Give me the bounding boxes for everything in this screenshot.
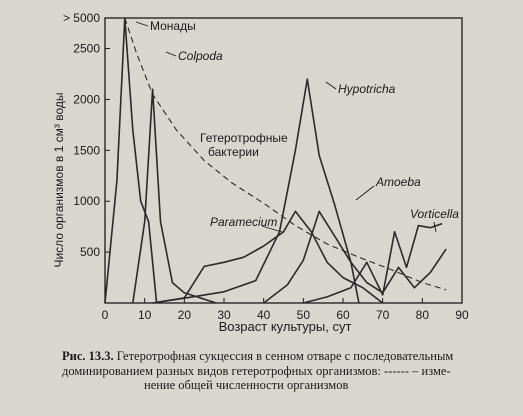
y-tick-label: 2500 <box>73 42 100 56</box>
series-line-colpoda <box>132 88 217 304</box>
x-tick-label: 0 <box>102 308 109 322</box>
series-line-монады <box>104 17 158 304</box>
series-line-paramecium <box>152 210 384 304</box>
x-tick-label: 60 <box>336 308 350 322</box>
caption-line-2: доминированием разных видов гетеротрофны… <box>62 363 451 378</box>
y-tick-label: 1000 <box>73 194 100 208</box>
x-axis-label: Возраст культуры, сут <box>219 319 352 334</box>
plot-frame <box>104 17 463 304</box>
annotation-label: Paramecium <box>210 215 277 229</box>
annotation-label: Гетеротрофные <box>200 131 288 145</box>
y-tick-label: 1500 <box>73 143 100 157</box>
x-tick-label: 30 <box>217 308 231 322</box>
annotation-leader <box>325 81 337 90</box>
annotation-label: Монады <box>150 19 196 33</box>
annotation-label: Colpoda <box>178 49 223 63</box>
series-line-amoeba <box>263 210 447 304</box>
x-tick-label: 40 <box>257 308 271 322</box>
x-tick-label: 90 <box>455 308 469 322</box>
series-lines <box>104 17 447 304</box>
y-tick-label: 2000 <box>73 92 100 106</box>
y-axis-label: Число организмов в 1 см³ воды <box>52 92 66 267</box>
caption-text-1: Гетеротрофная сукцессия в сенном отваре … <box>116 349 454 363</box>
series-line-hypotricha <box>152 78 360 304</box>
caption-line-1: Рис. 13.3. Гетеротрофная сукцессия в сен… <box>62 349 512 364</box>
y-tick-label: 500 <box>80 245 100 259</box>
caption-label: Рис. 13.3. <box>62 349 114 363</box>
x-tick-label: 80 <box>416 308 430 322</box>
x-tick-label: 10 <box>138 308 152 322</box>
annotation-leader <box>355 185 375 201</box>
x-tick-label: 20 <box>178 308 192 322</box>
x-tick-label: 70 <box>376 308 390 322</box>
caption-line-3: нение общей численности организмов <box>144 378 349 392</box>
annotation-leader <box>135 21 149 27</box>
annotation-label: Hypotricha <box>338 82 396 96</box>
annotation-label: Amoeba <box>375 175 421 189</box>
y-tick-label: > 5000 <box>63 11 100 25</box>
annotation-label: бактерии <box>208 145 259 159</box>
series-line-гетеротрофные-бактерии <box>124 17 447 291</box>
axes <box>104 17 463 304</box>
x-tick-label: 50 <box>297 308 311 322</box>
annotation-label: Vorticella <box>410 207 459 221</box>
series-line-vorticella <box>303 222 443 304</box>
chart: 0 10 20 30 40 50 60 70 80 90 500 1000 1500 2000 2500 > … <box>52 11 469 334</box>
annotation-leader <box>261 225 283 233</box>
figure-caption: Рис. 13.3. Гетеротрофная сукцессия в сен… <box>62 349 512 393</box>
annotation-leader <box>433 221 437 233</box>
annotation-leader <box>165 51 177 57</box>
ticks: 0 10 20 30 40 50 60 70 80 90 500 1000 1500 2000 2500 > … <box>63 11 469 322</box>
